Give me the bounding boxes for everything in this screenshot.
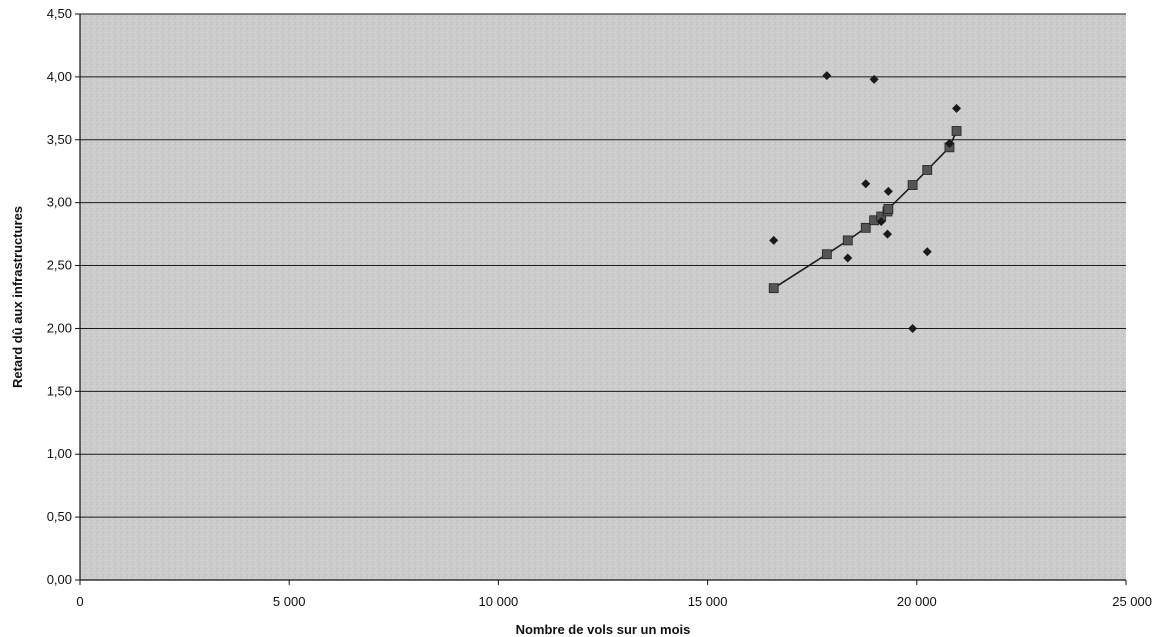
- y-tick-label: 1,00: [47, 446, 72, 461]
- x-tick-label: 5 000: [273, 594, 306, 609]
- observed-point: [922, 247, 932, 257]
- fitted-point: [951, 126, 962, 136]
- observed-point: [883, 186, 893, 196]
- fitted-point: [883, 204, 894, 214]
- observed-point: [769, 235, 779, 245]
- y-tick-label: 4,00: [47, 69, 72, 84]
- y-axis-title: Retard dû aux infrastructures: [10, 206, 25, 388]
- y-tick-labels: 0,00 0,50 1,00 1,50 2,00 2,50 3,00 3,50 4,00 4,50: [47, 6, 72, 587]
- fitted-point: [768, 283, 779, 294]
- y-tick-label: 0,00: [47, 572, 72, 587]
- observed-point: [944, 139, 954, 149]
- grid-lines: [80, 13, 1126, 518]
- fitted-point: [821, 249, 832, 260]
- axes: [75, 13, 1127, 585]
- x-tick-label: 20 000: [897, 594, 937, 609]
- observed-point: [908, 323, 918, 333]
- fitted-point: [842, 235, 853, 246]
- x-tick-labels: 0 5 000 10 000 15 000 20 000 25 000: [76, 594, 1152, 609]
- x-tick-label: 0: [76, 594, 83, 609]
- fitted-point: [860, 222, 871, 233]
- observed-point: [883, 229, 893, 239]
- observed-point: [869, 74, 879, 84]
- fitted-point: [907, 180, 918, 190]
- x-tick-label: 10 000: [479, 594, 519, 609]
- y-tick-label: 3,50: [47, 132, 72, 147]
- y-tick-label: 4,50: [47, 6, 72, 21]
- y-tick-label: 1,50: [47, 383, 72, 398]
- x-tick-label: 25 000: [1112, 594, 1152, 609]
- y-tick-label: 3,00: [47, 195, 72, 210]
- observed-point: [876, 217, 886, 227]
- x-tick-label: 15 000: [688, 594, 728, 609]
- data-series: [768, 71, 962, 333]
- fitted-point: [922, 165, 933, 175]
- x-axis-title: Nombre de vols sur un mois: [516, 622, 691, 637]
- y-tick-label: 0,50: [47, 509, 72, 524]
- y-tick-label: 2,50: [47, 258, 72, 273]
- plot-area: [80, 14, 1126, 580]
- observed-point: [861, 179, 871, 189]
- observed-point: [822, 71, 832, 81]
- observed-point: [952, 103, 962, 113]
- y-tick-label: 2,00: [47, 320, 72, 335]
- observed-point: [843, 253, 853, 263]
